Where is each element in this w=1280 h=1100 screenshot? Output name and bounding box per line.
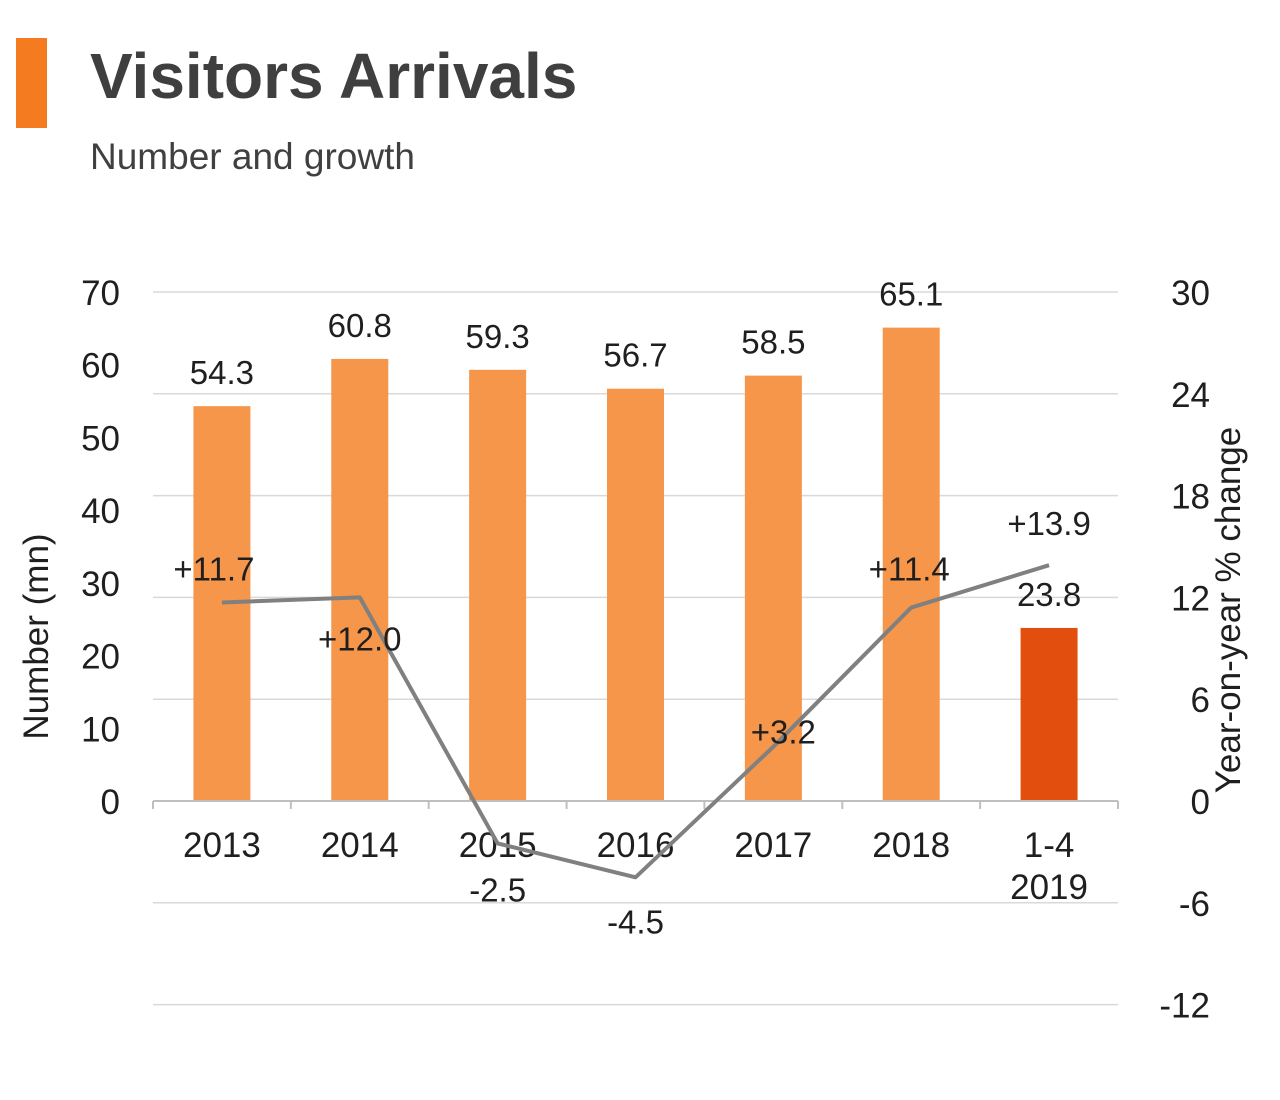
x-axis-tick-label: 1-4 2019	[1010, 826, 1088, 907]
x-axis-tick-label: 2013	[183, 826, 261, 865]
right-axis-title: Year-on-year % change	[1209, 427, 1248, 793]
x-axis-tick-label: 2015	[459, 826, 537, 865]
bar	[1020, 627, 1078, 801]
line-data-label: +11.4	[869, 551, 950, 588]
bar-data-label: 59.3	[466, 318, 530, 355]
bar-data-label: 65.1	[879, 276, 943, 313]
left-axis-tick-label: 70	[81, 274, 120, 313]
bar-data-label: 60.8	[328, 307, 392, 344]
right-axis-tick-label: -6	[1179, 885, 1210, 924]
right-axis-tick-label: 6	[1191, 681, 1210, 720]
line-data-label: +11.7	[173, 550, 254, 587]
right-axis-tick-label: 0	[1191, 783, 1210, 822]
left-axis-tick-label: 0	[101, 783, 120, 822]
bar-data-label: 54.3	[190, 354, 254, 391]
left-axis-tick-label: 30	[81, 565, 120, 604]
line-data-label: -2.5	[469, 871, 526, 908]
left-axis-title: Number (mn)	[17, 533, 56, 739]
line-data-label: +3.2	[751, 714, 816, 751]
line-data-label: +13.9	[1007, 505, 1091, 542]
bar	[607, 388, 664, 801]
bar-data-label: 23.8	[1017, 576, 1081, 613]
x-axis-tick-label: 2017	[734, 826, 812, 865]
bar	[882, 327, 940, 801]
left-axis-tick-label: 10	[81, 710, 120, 749]
right-axis-tick-label: 12	[1171, 579, 1210, 618]
left-axis-tick-label: 40	[81, 492, 120, 531]
line-data-label: -4.5	[607, 903, 664, 940]
x-axis-tick-label: 2014	[321, 826, 399, 865]
right-axis-tick-label: 30	[1171, 274, 1210, 313]
bar-data-label: 56.7	[603, 337, 667, 374]
chart-subtitle: Number and growth	[90, 136, 415, 177]
left-axis-tick-label: 60	[81, 347, 120, 386]
x-axis-tick-label: 2016	[597, 826, 675, 865]
chart-title: Visitors Arrivals	[90, 40, 578, 112]
growth-line	[221, 563, 1050, 880]
bar-data-label: 58.5	[741, 324, 805, 361]
left-axis-tick-label: 50	[81, 419, 120, 458]
right-axis-tick-label: 18	[1171, 478, 1210, 517]
left-axis-tick-label: 20	[81, 638, 120, 677]
title-accent-bar	[16, 38, 47, 128]
bar	[331, 358, 389, 801]
line-data-label: +12.0	[318, 620, 402, 657]
right-axis-tick-label: -12	[1159, 987, 1210, 1026]
right-axis-tick-label: 24	[1171, 376, 1210, 415]
bar	[469, 369, 527, 801]
x-axis-tick-label: 2018	[872, 826, 950, 865]
